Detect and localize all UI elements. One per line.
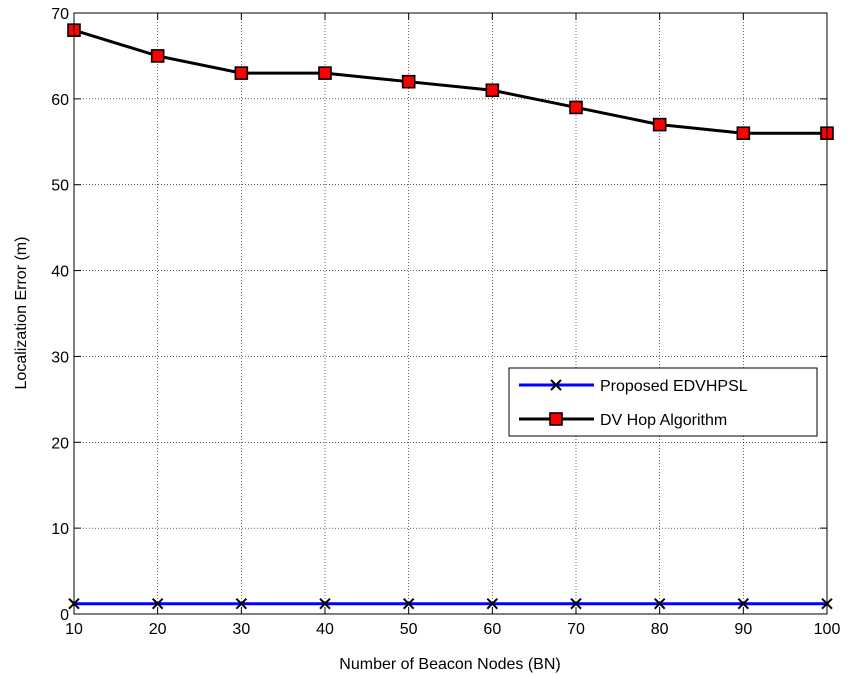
data-point-square bbox=[569, 100, 583, 115]
y-tick-label: 30 bbox=[51, 349, 69, 366]
legend-label: Proposed EDVHPSL bbox=[600, 378, 748, 395]
data-point-square bbox=[485, 83, 500, 98]
data-point-x bbox=[550, 379, 562, 391]
x-tick-label: 70 bbox=[567, 621, 585, 638]
x-tick-label: 80 bbox=[651, 621, 669, 638]
data-point-square bbox=[401, 74, 416, 89]
x-tick-label: 40 bbox=[316, 621, 334, 638]
grid-lines bbox=[74, 13, 827, 614]
data-point-x-stroke bbox=[319, 597, 331, 610]
data-point-x-stroke bbox=[653, 597, 666, 610]
x-tick-label: 30 bbox=[232, 621, 250, 638]
data-point-x-stroke bbox=[550, 379, 562, 391]
data-point-square bbox=[652, 117, 667, 132]
data-point-x bbox=[737, 597, 750, 610]
y-tick-label: 0 bbox=[60, 607, 69, 624]
y-tick-label: 40 bbox=[51, 264, 69, 281]
x-tick-label: 90 bbox=[734, 621, 752, 638]
data-point-square bbox=[549, 412, 563, 426]
x-tick-label: 50 bbox=[400, 621, 418, 638]
legend-item-2: DV Hop Algorithm bbox=[519, 412, 727, 429]
data-point-square bbox=[234, 66, 249, 80]
y-tick-label: 50 bbox=[51, 178, 69, 195]
data-point-x bbox=[235, 597, 248, 610]
data-point-square bbox=[736, 126, 751, 140]
x-tick-label: 20 bbox=[149, 621, 167, 638]
plot-frame bbox=[73, 12, 828, 615]
legend-item-1: Proposed EDVHPSL bbox=[519, 378, 748, 395]
data-point-x bbox=[402, 597, 415, 610]
data-point-x-stroke bbox=[737, 597, 750, 610]
y-tick-label: 10 bbox=[51, 521, 69, 538]
y-axis-title: Localization Error (m) bbox=[13, 237, 30, 390]
legend: Proposed EDVHPSL DV Hop Algorithm bbox=[508, 367, 818, 437]
data-point-square bbox=[150, 49, 165, 63]
x-tick-label: 10 bbox=[65, 621, 83, 638]
data-point-x bbox=[151, 597, 164, 610]
x-tick-label: 60 bbox=[483, 621, 501, 638]
x-tick-label: 100 bbox=[814, 621, 841, 638]
data-point-x-stroke bbox=[151, 597, 164, 610]
data-point-x bbox=[319, 597, 331, 610]
data-point-x bbox=[570, 597, 582, 610]
series-line bbox=[73, 28, 827, 135]
series-2 bbox=[67, 23, 834, 140]
data-point-square bbox=[318, 66, 332, 80]
data-point-x-stroke bbox=[570, 597, 582, 610]
series-1 bbox=[68, 597, 833, 610]
tick-marks bbox=[73, 12, 828, 615]
legend-label: DV Hop Algorithm bbox=[600, 412, 727, 429]
data-point-x-stroke bbox=[235, 597, 248, 610]
plot-area-background bbox=[74, 13, 827, 614]
y-tick-label: 60 bbox=[51, 92, 69, 109]
data-point-x-stroke bbox=[486, 597, 499, 610]
x-axis-title: Number of Beacon Nodes (BN) bbox=[339, 656, 560, 673]
y-tick-label: 70 bbox=[51, 6, 69, 23]
data-point-x bbox=[653, 597, 666, 610]
series-layer bbox=[67, 23, 834, 610]
data-point-x bbox=[486, 597, 499, 610]
y-tick-label: 20 bbox=[51, 435, 69, 452]
data-point-x-stroke bbox=[402, 597, 415, 610]
